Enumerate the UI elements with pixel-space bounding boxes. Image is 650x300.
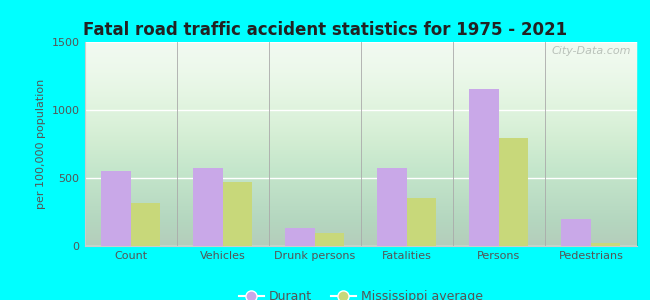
Bar [499, 138, 528, 246]
Bar [562, 220, 591, 246]
Text: Fatal road traffic accident statistics for 1975 - 2021: Fatal road traffic accident statistics f… [83, 21, 567, 39]
Legend: Durant, Mississippi average: Durant, Mississippi average [234, 285, 488, 300]
Bar [285, 228, 315, 246]
Bar [101, 170, 131, 246]
Bar [131, 203, 160, 246]
Bar [407, 198, 436, 246]
Bar [193, 168, 222, 246]
Bar [315, 233, 344, 246]
Bar [591, 243, 620, 246]
Text: City-Data.com: City-Data.com [552, 46, 632, 56]
Y-axis label: per 100,000 population: per 100,000 population [36, 79, 46, 209]
Bar [469, 89, 499, 246]
Bar [377, 168, 407, 246]
Bar [222, 182, 252, 246]
